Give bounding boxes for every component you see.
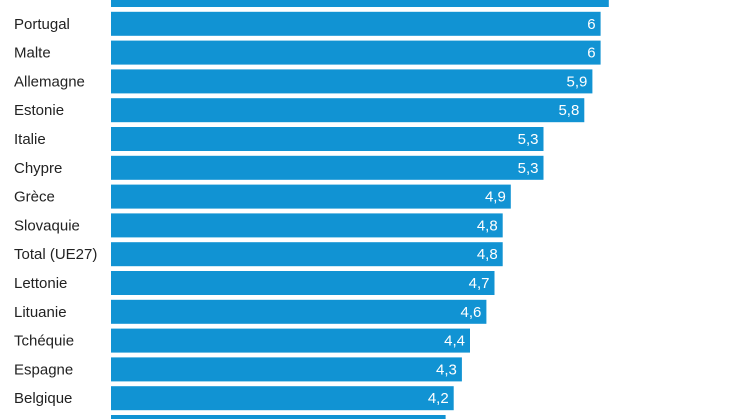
bars-layer	[111, 0, 609, 419]
value-label: 4,4	[444, 333, 465, 350]
value-label: 4,6	[461, 304, 482, 321]
bar-portugal	[111, 11, 601, 36]
category-label: Grèce	[14, 189, 55, 206]
value-label: 5,8	[558, 102, 579, 119]
bar-row-15	[111, 415, 446, 419]
value-label: 6	[587, 45, 595, 62]
value-label: 4,3	[436, 361, 457, 378]
category-label: Tchéquie	[14, 333, 74, 350]
bar-allemagne	[111, 69, 593, 94]
category-label: Allemagne	[14, 73, 85, 90]
category-label: Portugal	[14, 16, 70, 33]
category-label: Italie	[14, 131, 46, 148]
category-label: Slovaquie	[14, 217, 80, 234]
bar-gr-ce	[111, 184, 511, 209]
category-label: Espagne	[14, 361, 73, 378]
bar-malte	[111, 40, 601, 65]
value-label: 4,8	[477, 217, 498, 234]
category-label: Lituanie	[14, 304, 67, 321]
bar-belgique	[111, 386, 454, 411]
value-label: 4,9	[485, 189, 506, 206]
value-label: 5,9	[567, 73, 588, 90]
value-label: 6	[587, 16, 595, 33]
bar-lituanie	[111, 299, 487, 324]
category-labels: Portugal Malte Allemagne Estonie Italie Chypr…	[14, 16, 97, 407]
bar-espagne	[111, 357, 462, 382]
bar-estonie	[111, 98, 585, 123]
bar-italie	[111, 127, 544, 151]
category-label: Chypre	[14, 160, 62, 177]
value-label: 4,7	[469, 275, 490, 292]
value-labels: 6 6 5,9 5,8 5,3 5,3 4,9 4,8 4,8 4,7 4,6 4,4 4,3 4,2	[428, 16, 596, 407]
category-label: Estonie	[14, 102, 64, 119]
value-label: 4,8	[477, 246, 498, 263]
value-label: 5,3	[518, 131, 539, 148]
bar-tch-quie	[111, 328, 470, 353]
bar-row-0	[111, 0, 609, 7]
category-label: Malte	[14, 45, 51, 62]
category-label: Lettonie	[14, 275, 67, 292]
category-label: Belgique	[14, 390, 72, 407]
bar-lettonie	[111, 271, 495, 295]
value-label: 4,2	[428, 390, 449, 407]
bar-slovaquie	[111, 213, 503, 238]
bar-total-ue27-	[111, 242, 503, 267]
category-label: Total (UE27)	[14, 246, 97, 263]
value-label: 5,3	[518, 160, 539, 177]
bar-chypre	[111, 155, 544, 180]
